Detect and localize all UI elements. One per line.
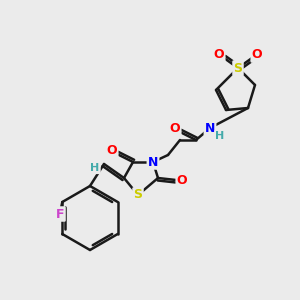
Text: H: H (90, 163, 100, 173)
Text: S: S (134, 188, 142, 202)
Text: O: O (214, 49, 224, 62)
Text: S: S (233, 61, 242, 74)
Text: O: O (177, 173, 187, 187)
Text: O: O (170, 122, 180, 136)
Text: F: F (56, 208, 64, 220)
Text: N: N (148, 155, 158, 169)
Text: N: N (205, 122, 215, 134)
Text: O: O (252, 49, 262, 62)
Text: H: H (215, 131, 225, 141)
Text: O: O (107, 145, 117, 158)
